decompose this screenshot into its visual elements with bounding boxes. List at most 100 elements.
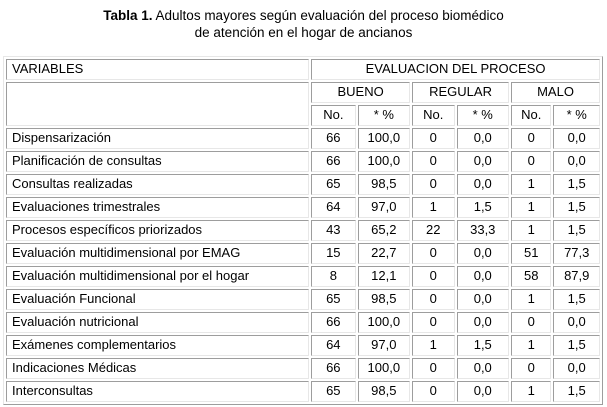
subheader-bueno-pct: * % (357, 105, 411, 126)
value-cell: 0 (412, 381, 455, 402)
value-cell: 0,0 (456, 266, 510, 287)
value-cell: 1 (511, 174, 552, 195)
value-cell: 1 (412, 197, 455, 218)
value-cell: 1,5 (553, 289, 600, 310)
value-cell: 98,5 (357, 289, 411, 310)
value-cell: 58 (511, 266, 552, 287)
row-label: Consultas realizadas (6, 174, 310, 195)
table-title-text-line1: Adultos mayores según evaluación del pro… (152, 8, 504, 23)
table-row: Consultas realizadas 65 98,5 0 0,0 1 1,5 (6, 174, 600, 195)
table-row: Evaluación multidimensional por EMAG 15 … (6, 243, 600, 264)
row-label: Planificación de consultas (6, 151, 310, 172)
value-cell: 0,0 (456, 312, 510, 333)
value-cell: 65 (311, 174, 356, 195)
table-row: Indicaciones Médicas 66 100,0 0 0,0 0 0,… (6, 358, 600, 379)
column-header-evaluation-process: EVALUACION DEL PROCESO (311, 59, 600, 80)
value-cell: 0,0 (456, 174, 510, 195)
value-cell: 12,1 (357, 266, 411, 287)
value-cell: 1,5 (553, 220, 600, 241)
value-cell: 97,0 (357, 197, 411, 218)
value-cell: 22,7 (357, 243, 411, 264)
variables-spacer-cell (6, 82, 310, 126)
subheader-bueno-no: No. (311, 105, 356, 126)
value-cell: 0,0 (553, 151, 600, 172)
table-row: Dispensarización 66 100,0 0 0,0 0 0,0 (6, 128, 600, 149)
row-label: Procesos específicos priorizados (6, 220, 310, 241)
row-label: Indicaciones Médicas (6, 358, 310, 379)
value-cell: 1,5 (553, 381, 600, 402)
value-cell: 66 (311, 312, 356, 333)
row-label: Evaluación multidimensional por el hogar (6, 266, 310, 287)
table-title: Tabla 1. Adultos mayores según evaluació… (0, 0, 607, 41)
value-cell: 22 (412, 220, 455, 241)
table-row: Exámenes complementarios 64 97,0 1 1,5 1… (6, 335, 600, 356)
value-cell: 15 (311, 243, 356, 264)
subheader-regular-pct: * % (456, 105, 510, 126)
value-cell: 65,2 (357, 220, 411, 241)
value-cell: 98,5 (357, 174, 411, 195)
row-label: Dispensarización (6, 128, 310, 149)
table-row: Interconsultas 65 98,5 0 0,0 1 1,5 (6, 381, 600, 402)
subheader-malo-pct: * % (553, 105, 600, 126)
value-cell: 1 (511, 289, 552, 310)
value-cell: 1,5 (456, 335, 510, 356)
value-cell: 0,0 (553, 312, 600, 333)
value-cell: 65 (311, 289, 356, 310)
subheader-regular-no: No. (412, 105, 455, 126)
value-cell: 87,9 (553, 266, 600, 287)
table-row: Procesos específicos priorizados 43 65,2… (6, 220, 600, 241)
value-cell: 0,0 (456, 151, 510, 172)
value-cell: 0,0 (456, 381, 510, 402)
value-cell: 0 (412, 312, 455, 333)
table-row: Evaluación Funcional 65 98,5 0 0,0 1 1,5 (6, 289, 600, 310)
value-cell: 0,0 (456, 243, 510, 264)
value-cell: 0,0 (553, 358, 600, 379)
value-cell: 0 (412, 266, 455, 287)
group-header-regular: REGULAR (412, 82, 510, 103)
value-cell: 0,0 (553, 128, 600, 149)
row-label: Evaluación nutricional (6, 312, 310, 333)
group-header-bueno: BUENO (311, 82, 411, 103)
row-label: Interconsultas (6, 381, 310, 402)
subheader-malo-no: No. (511, 105, 552, 126)
value-cell: 33,3 (456, 220, 510, 241)
value-cell: 0 (511, 312, 552, 333)
value-cell: 100,0 (357, 358, 411, 379)
value-cell: 0,0 (456, 289, 510, 310)
value-cell: 1 (511, 197, 552, 218)
value-cell: 64 (311, 197, 356, 218)
value-cell: 0 (412, 289, 455, 310)
value-cell: 98,5 (357, 381, 411, 402)
value-cell: 1 (511, 335, 552, 356)
value-cell: 66 (311, 128, 356, 149)
value-cell: 0 (412, 128, 455, 149)
value-cell: 0 (412, 358, 455, 379)
value-cell: 0 (511, 128, 552, 149)
value-cell: 0 (511, 358, 552, 379)
value-cell: 0 (412, 243, 455, 264)
table-title-label: Tabla 1. (103, 8, 153, 23)
column-header-variables: VARIABLES (6, 59, 310, 80)
value-cell: 100,0 (357, 312, 411, 333)
value-cell: 1,5 (456, 197, 510, 218)
value-cell: 1,5 (553, 335, 600, 356)
value-cell: 97,0 (357, 335, 411, 356)
value-cell: 8 (311, 266, 356, 287)
value-cell: 0,0 (456, 128, 510, 149)
table-row: Evaluación multidimensional por el hogar… (6, 266, 600, 287)
value-cell: 0 (412, 174, 455, 195)
value-cell: 1 (511, 220, 552, 241)
header-row-3: No. * % No. * % No. * % (6, 105, 600, 126)
value-cell: 66 (311, 358, 356, 379)
table-row: Evaluación nutricional 66 100,0 0 0,0 0 … (6, 312, 600, 333)
value-cell: 0 (412, 151, 455, 172)
value-cell: 43 (311, 220, 356, 241)
table-title-text-line2: de atención en el hogar de ancianos (194, 25, 413, 40)
value-cell: 100,0 (357, 128, 411, 149)
row-label: Exámenes complementarios (6, 335, 310, 356)
table-row: Planificación de consultas 66 100,0 0 0,… (6, 151, 600, 172)
row-label: Evaluaciones trimestrales (6, 197, 310, 218)
value-cell: 0 (511, 151, 552, 172)
group-header-malo: MALO (511, 82, 600, 103)
table-row: Evaluaciones trimestrales 64 97,0 1 1,5 … (6, 197, 600, 218)
